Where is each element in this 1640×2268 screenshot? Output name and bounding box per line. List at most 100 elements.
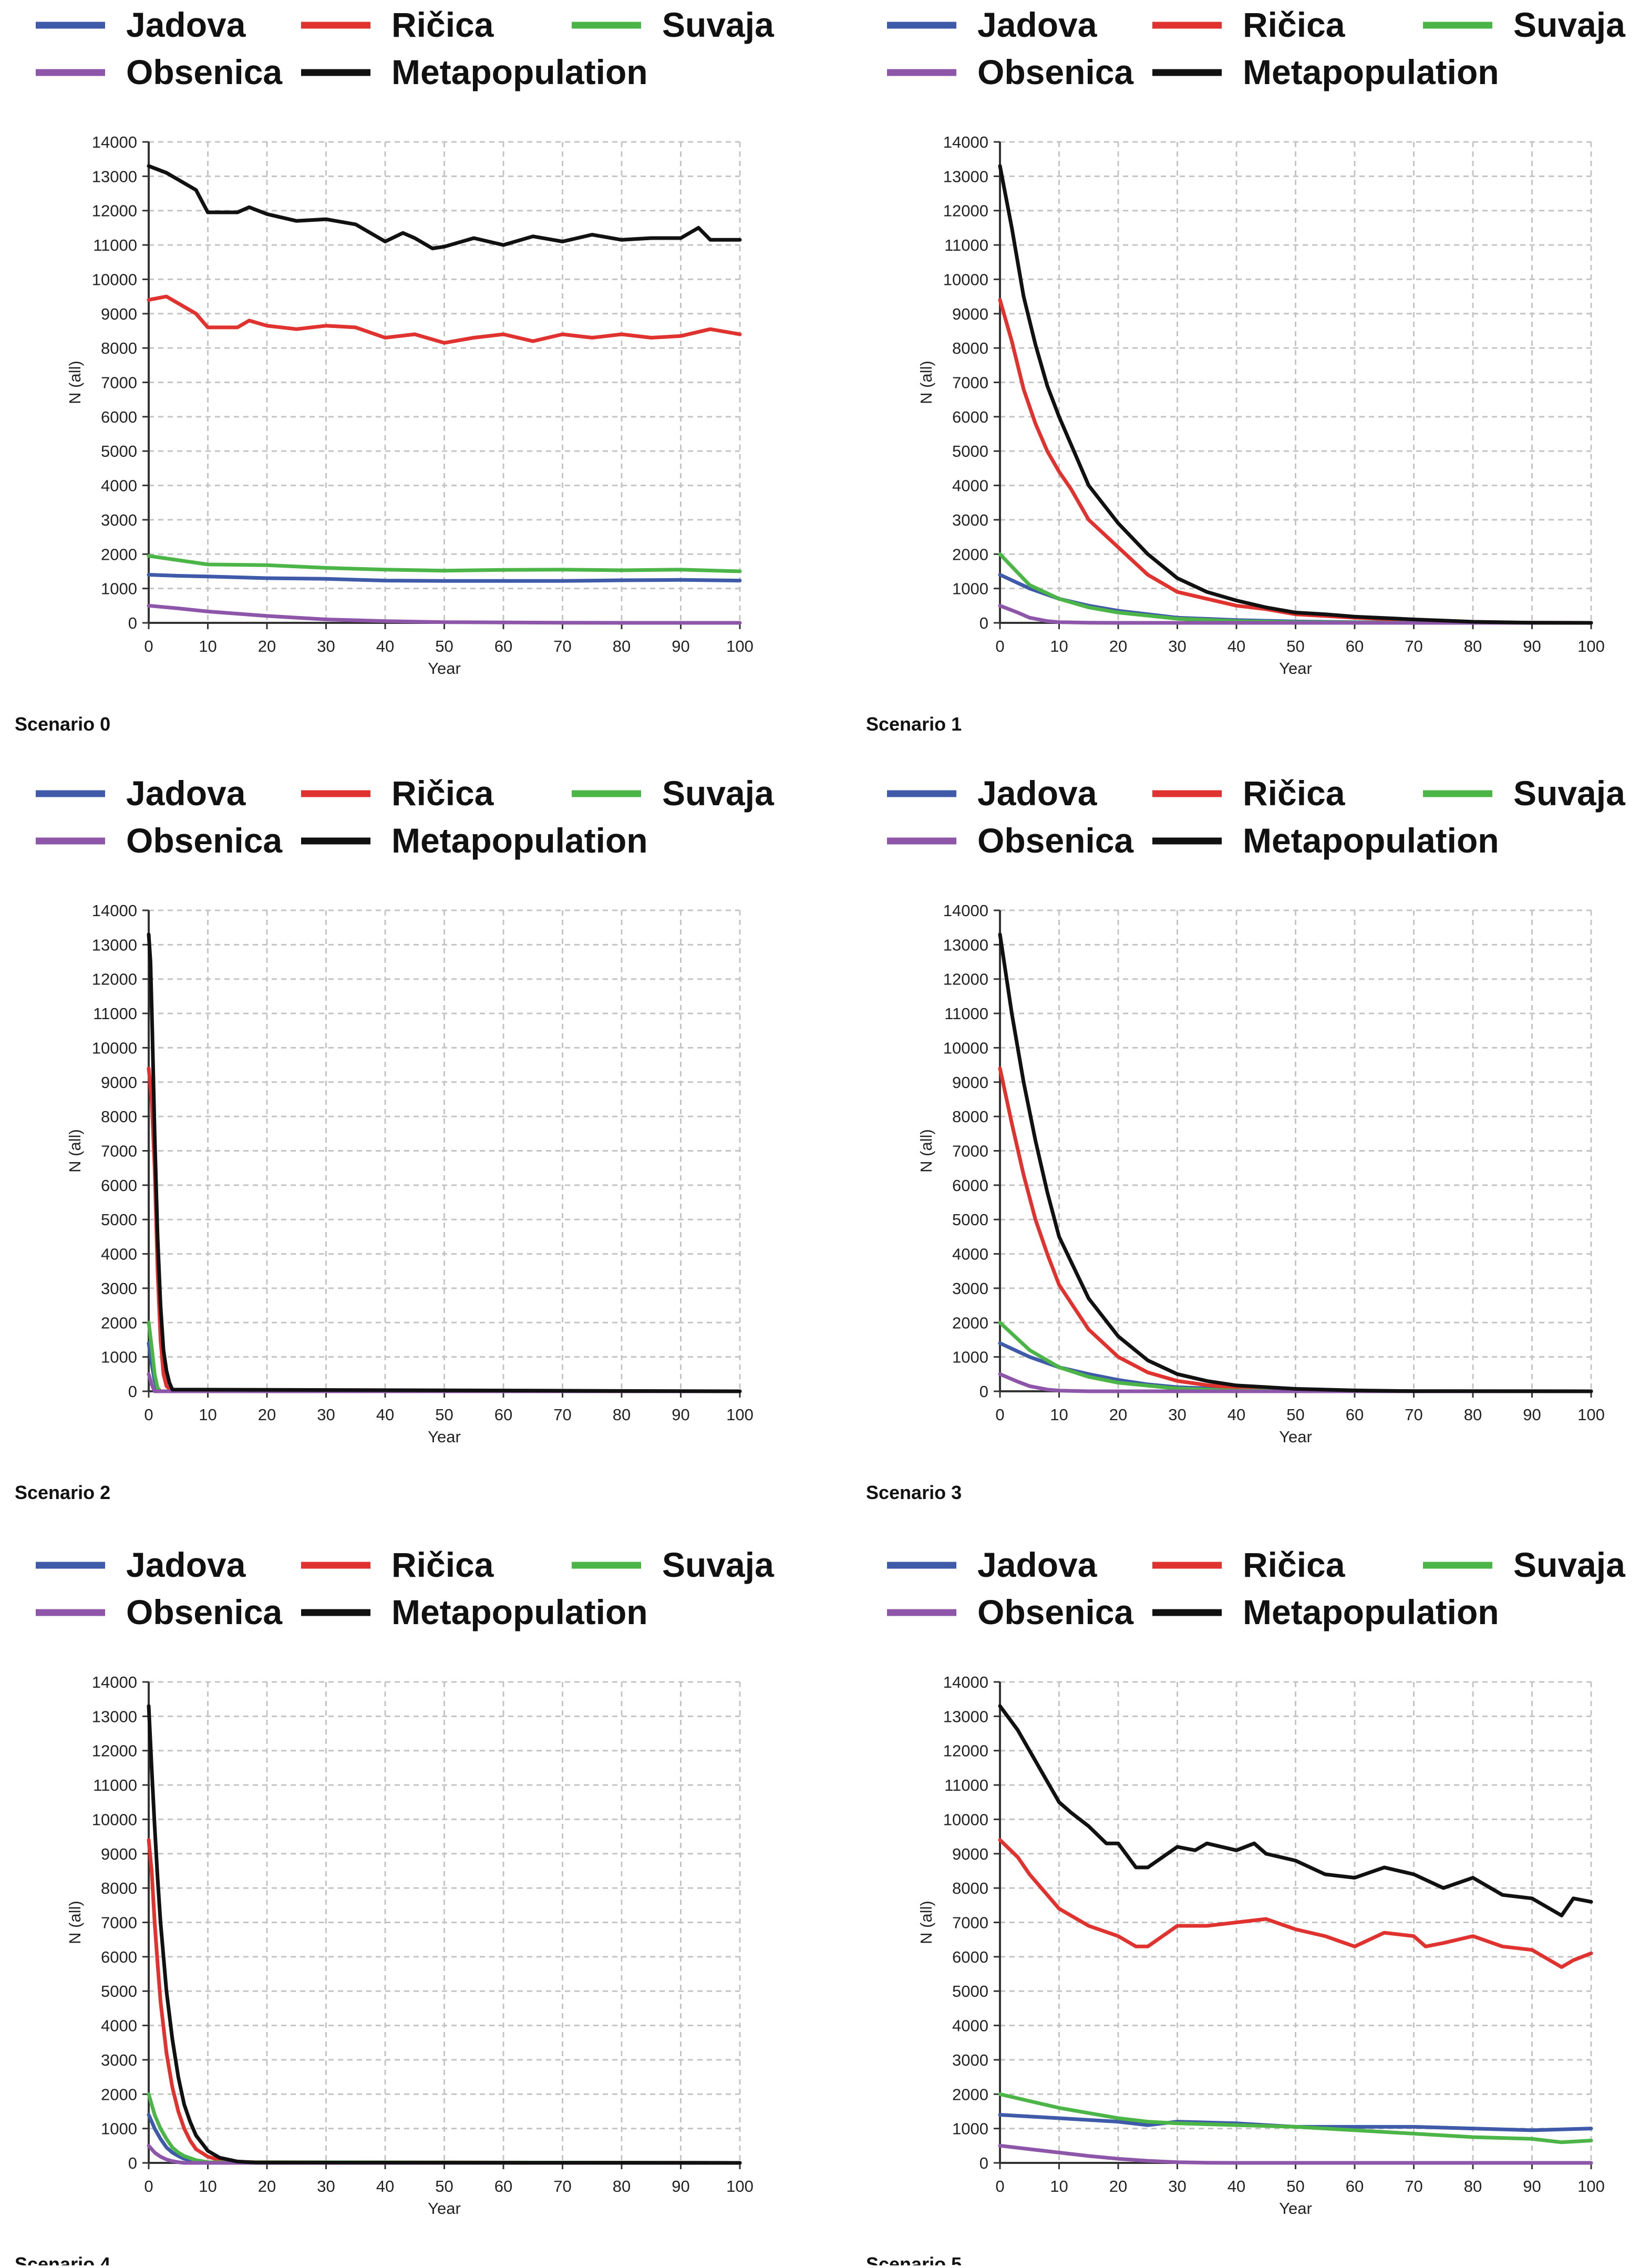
legend-label: Ričica	[391, 5, 494, 44]
x-tick-label: 10	[199, 1405, 216, 1424]
series-line-metapopulation	[147, 932, 742, 1393]
y-axis-label: N (all)	[66, 1129, 84, 1173]
x-tick-label: 20	[258, 637, 276, 655]
legend-label: Metapopulation	[1243, 1593, 1499, 1631]
x-tick-label: 40	[376, 637, 394, 655]
y-tick-label: 6000	[952, 1948, 988, 1966]
x-axis-label: Year	[428, 659, 461, 678]
x-tick-label: 20	[1109, 637, 1127, 655]
chart-panel-5: Jadova Ričica Suvaja Obsenica Metapopulation…	[866, 1545, 1626, 2268]
legend-label: Jadova	[126, 774, 246, 813]
x-tick-label: 70	[553, 2177, 571, 2195]
x-tick-label: 20	[1109, 2177, 1127, 2195]
y-tick-label: 14000	[92, 1673, 137, 1691]
y-tick-label: 6000	[101, 1948, 137, 1966]
x-tick-label: 50	[1286, 1405, 1304, 1424]
chart-title: Scenario 1	[866, 713, 962, 735]
legend-label: Suvaja	[662, 774, 775, 813]
y-tick-label: 2000	[101, 1313, 137, 1332]
legend-label: Ričica	[1243, 1545, 1346, 1584]
y-tick-label: 10000	[92, 270, 137, 289]
y-tick-label: 3000	[952, 511, 988, 529]
x-tick-label: 0	[995, 1405, 1004, 1424]
x-tick-label: 10	[1050, 637, 1068, 655]
chart-panel-0: Jadova Ričica Suvaja Obsenica Metapopulation…	[15, 5, 775, 735]
series-line-obsenica	[998, 1372, 1593, 1393]
series-line-ričica	[147, 1838, 742, 2165]
y-tick-label: 14000	[943, 901, 988, 920]
x-tick-label: 50	[435, 1405, 453, 1424]
y-axis-label: N (all)	[917, 361, 935, 404]
x-tick-label: 60	[494, 2177, 512, 2195]
legend-label: Ričica	[1243, 5, 1346, 44]
x-tick-label: 10	[199, 637, 216, 655]
legend: Jadova Ričica Suvaja Obsenica Metapopulation	[887, 774, 1626, 860]
x-tick-label: 40	[376, 1405, 394, 1424]
chart-panel-3: Jadova Ričica Suvaja Obsenica Metapopulation…	[866, 774, 1626, 1503]
x-tick-label: 80	[1464, 637, 1482, 655]
x-axis-label: Year	[1279, 1428, 1312, 1446]
y-axis-label: N (all)	[917, 1901, 935, 1944]
y-tick-label: 13000	[943, 167, 988, 186]
legend-label: Obsenica	[126, 1593, 283, 1631]
y-tick-label: 1000	[952, 580, 988, 598]
x-axis-label: Year	[428, 1428, 461, 1446]
y-tick-label: 9000	[952, 1845, 988, 1863]
y-tick-label: 0	[128, 1382, 137, 1401]
legend-label: Suvaja	[1513, 774, 1626, 813]
legend-label: Jadova	[126, 5, 246, 44]
legend-label: Metapopulation	[1243, 821, 1499, 860]
x-tick-label: 60	[1346, 1405, 1364, 1424]
legend-label: Jadova	[126, 1545, 246, 1584]
x-tick-label: 70	[553, 1405, 571, 1424]
legend-label: Metapopulation	[391, 1593, 648, 1631]
y-tick-label: 9000	[101, 305, 137, 323]
y-tick-label: 12000	[943, 1742, 988, 1760]
y-tick-label: 1000	[101, 580, 137, 598]
y-tick-label: 11000	[944, 1004, 988, 1023]
x-tick-label: 60	[1346, 2177, 1364, 2195]
y-axis-label: N (all)	[66, 1901, 84, 1944]
x-tick-label: 10	[1050, 2177, 1068, 2195]
y-tick-label: 3000	[952, 2051, 988, 2069]
y-tick-label: 5000	[952, 442, 988, 460]
legend-label: Suvaja	[1513, 1545, 1626, 1584]
x-tick-label: 30	[317, 1405, 335, 1424]
y-tick-label: 2000	[101, 2085, 137, 2103]
legend-label: Metapopulation	[391, 53, 648, 91]
y-tick-label: 9000	[101, 1845, 137, 1863]
series-line-obsenica	[147, 603, 742, 625]
y-tick-label: 4000	[952, 477, 988, 495]
chart-title: Scenario 5	[866, 2253, 962, 2265]
legend-label: Obsenica	[977, 1593, 1134, 1631]
y-tick-label: 7000	[952, 1914, 988, 1932]
y-tick-label: 3000	[101, 1279, 137, 1298]
x-tick-label: 30	[1168, 637, 1186, 655]
y-axis-label: N (all)	[917, 1129, 935, 1173]
legend-label: Ričica	[391, 1545, 494, 1584]
legend-label: Jadova	[977, 5, 1098, 44]
series-line-metapopulation	[998, 164, 1593, 625]
x-tick-label: 70	[1405, 2177, 1422, 2195]
x-tick-label: 60	[494, 637, 512, 655]
y-tick-label: 4000	[952, 1245, 988, 1264]
y-tick-label: 8000	[101, 1879, 137, 1897]
y-tick-label: 5000	[952, 1982, 988, 2000]
x-tick-label: 20	[1109, 1405, 1127, 1424]
series-line-obsenica	[998, 603, 1593, 625]
x-tick-label: 90	[672, 637, 689, 655]
y-tick-label: 6000	[952, 408, 988, 426]
y-tick-label: 8000	[952, 1107, 988, 1126]
y-tick-label: 4000	[101, 477, 137, 495]
y-tick-label: 0	[128, 614, 137, 632]
x-tick-label: 80	[1464, 2177, 1482, 2195]
x-tick-label: 30	[1168, 2177, 1186, 2195]
x-tick-label: 30	[317, 2177, 335, 2195]
legend-label: Metapopulation	[391, 821, 648, 860]
y-tick-label: 7000	[101, 1914, 137, 1932]
y-tick-label: 10000	[943, 270, 988, 289]
y-tick-label: 0	[979, 1382, 988, 1401]
y-tick-label: 4000	[101, 1245, 137, 1264]
x-tick-label: 80	[1464, 1405, 1482, 1424]
y-tick-label: 13000	[943, 936, 988, 954]
